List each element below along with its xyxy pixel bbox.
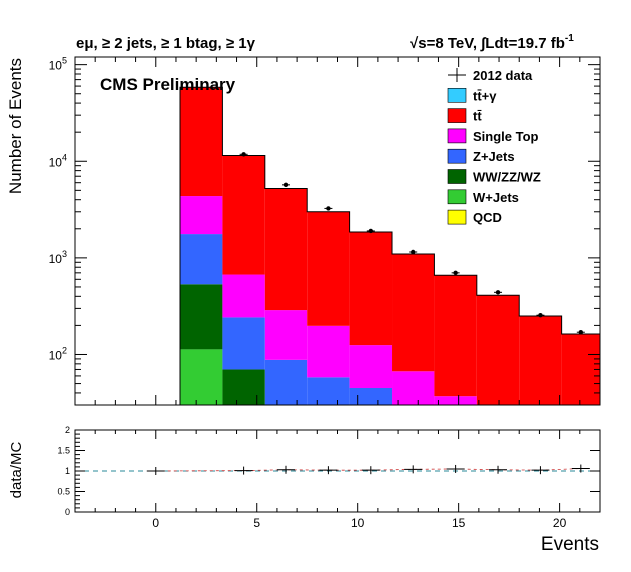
bar-z-jets-1 xyxy=(222,317,265,370)
legend-label: W+Jets xyxy=(473,190,519,205)
data-point xyxy=(368,228,374,234)
title-right: √s=8 TeV, ∫Ldt=19.7 fb-1 xyxy=(410,33,574,52)
main-plot-frame xyxy=(74,56,601,406)
bar-tt--6 xyxy=(434,275,477,397)
data-point xyxy=(283,182,289,188)
legend-label: Z+Jets xyxy=(473,149,515,164)
bar-tt--0 xyxy=(180,87,223,197)
legend-label: tt̄ xyxy=(473,109,482,124)
bar-single-top-0 xyxy=(180,196,223,235)
data-point xyxy=(495,290,501,295)
stack-outline xyxy=(179,86,600,405)
bar-tt--2 xyxy=(264,188,308,311)
bar-single-top-3 xyxy=(307,325,350,378)
bar-z-jets-2 xyxy=(264,359,308,405)
bar-z-jets-0 xyxy=(180,234,223,285)
legend-swatch xyxy=(447,128,467,144)
x-tick-label: 0 xyxy=(152,516,159,530)
y-tick-label: 102 xyxy=(49,345,67,362)
bar-tt--8 xyxy=(519,316,562,405)
legend-swatch xyxy=(447,169,467,184)
x-tick-label: 15 xyxy=(452,516,466,530)
ratio-plot-frame xyxy=(74,429,601,513)
x-tick-label: 10 xyxy=(351,516,365,530)
data-point xyxy=(578,330,584,335)
bar-single-top-1 xyxy=(222,274,265,318)
bar-ww-zz-wz-1 xyxy=(222,369,265,405)
legend: 2012 data tt̄+γ tt̄ Single Top Z+Jets WW/ZZ/W… xyxy=(447,68,541,225)
cms-preliminary-label: CMS Preliminary xyxy=(100,75,236,94)
bar-z-jets-3 xyxy=(307,377,350,405)
title-left: eμ, ≥ 2 jets, ≥ 1 btag, ≥ 1γ xyxy=(76,35,256,52)
y-axis-label: Number of Events xyxy=(6,58,25,194)
data-point xyxy=(241,152,246,157)
ratio-y-tick-label: 0.5 xyxy=(57,487,70,497)
legend-label: Single Top xyxy=(473,129,539,144)
bar-tt--5 xyxy=(392,253,435,372)
ratio-line xyxy=(155,468,581,472)
bar-tt--3 xyxy=(307,211,350,326)
y-tick-label: 104 xyxy=(49,152,67,169)
legend-swatch xyxy=(447,189,467,205)
ratio-y-axis-label: data/MC xyxy=(8,441,25,498)
legend-swatch xyxy=(447,108,467,123)
legend-label: 2012 data xyxy=(473,68,533,83)
main-plot: 102 103 104 105 CMS Preliminary 2012 data tt… xyxy=(49,56,601,406)
ratio-y-tick-label: 1.5 xyxy=(57,446,70,456)
bar-tt--9 xyxy=(561,333,600,405)
bar-single-top-5 xyxy=(392,371,435,405)
bar-tt--7 xyxy=(476,295,520,405)
bar-single-top-2 xyxy=(264,310,308,360)
data-point xyxy=(453,270,458,276)
ratio-y-tick-label: 1 xyxy=(65,466,70,476)
x-tick-label: 5 xyxy=(253,516,260,530)
bar-tt--1 xyxy=(222,155,265,275)
bar-single-top-6 xyxy=(434,396,477,405)
bar-tt--4 xyxy=(349,232,393,346)
bar-single-top-4 xyxy=(349,345,393,388)
bar-z-jets-4 xyxy=(349,387,393,405)
x-tick-label: 20 xyxy=(553,516,567,530)
data-point xyxy=(411,249,416,255)
legend-label: WW/ZZ/WZ xyxy=(473,170,541,185)
data-point xyxy=(326,206,331,211)
legend-swatch xyxy=(447,209,467,225)
x-axis-label: Events xyxy=(541,534,599,555)
ratio-y-tick-label: 2 xyxy=(65,425,70,435)
legend-swatch xyxy=(447,88,467,103)
bar-ww-zz-wz-0 xyxy=(180,284,223,350)
legend-label: QCD xyxy=(473,210,502,225)
legend-label: tt̄+γ xyxy=(473,88,497,103)
ratio-plot: 00.511.520 5 10 15 20 xyxy=(57,425,601,530)
y-tick-label: 105 xyxy=(49,56,67,73)
ratio-y-tick-label: 0 xyxy=(65,507,70,517)
legend-swatch xyxy=(447,148,467,164)
data-point xyxy=(538,313,543,318)
y-tick-label: 103 xyxy=(49,249,67,266)
bar-w-jets-0 xyxy=(180,349,223,405)
